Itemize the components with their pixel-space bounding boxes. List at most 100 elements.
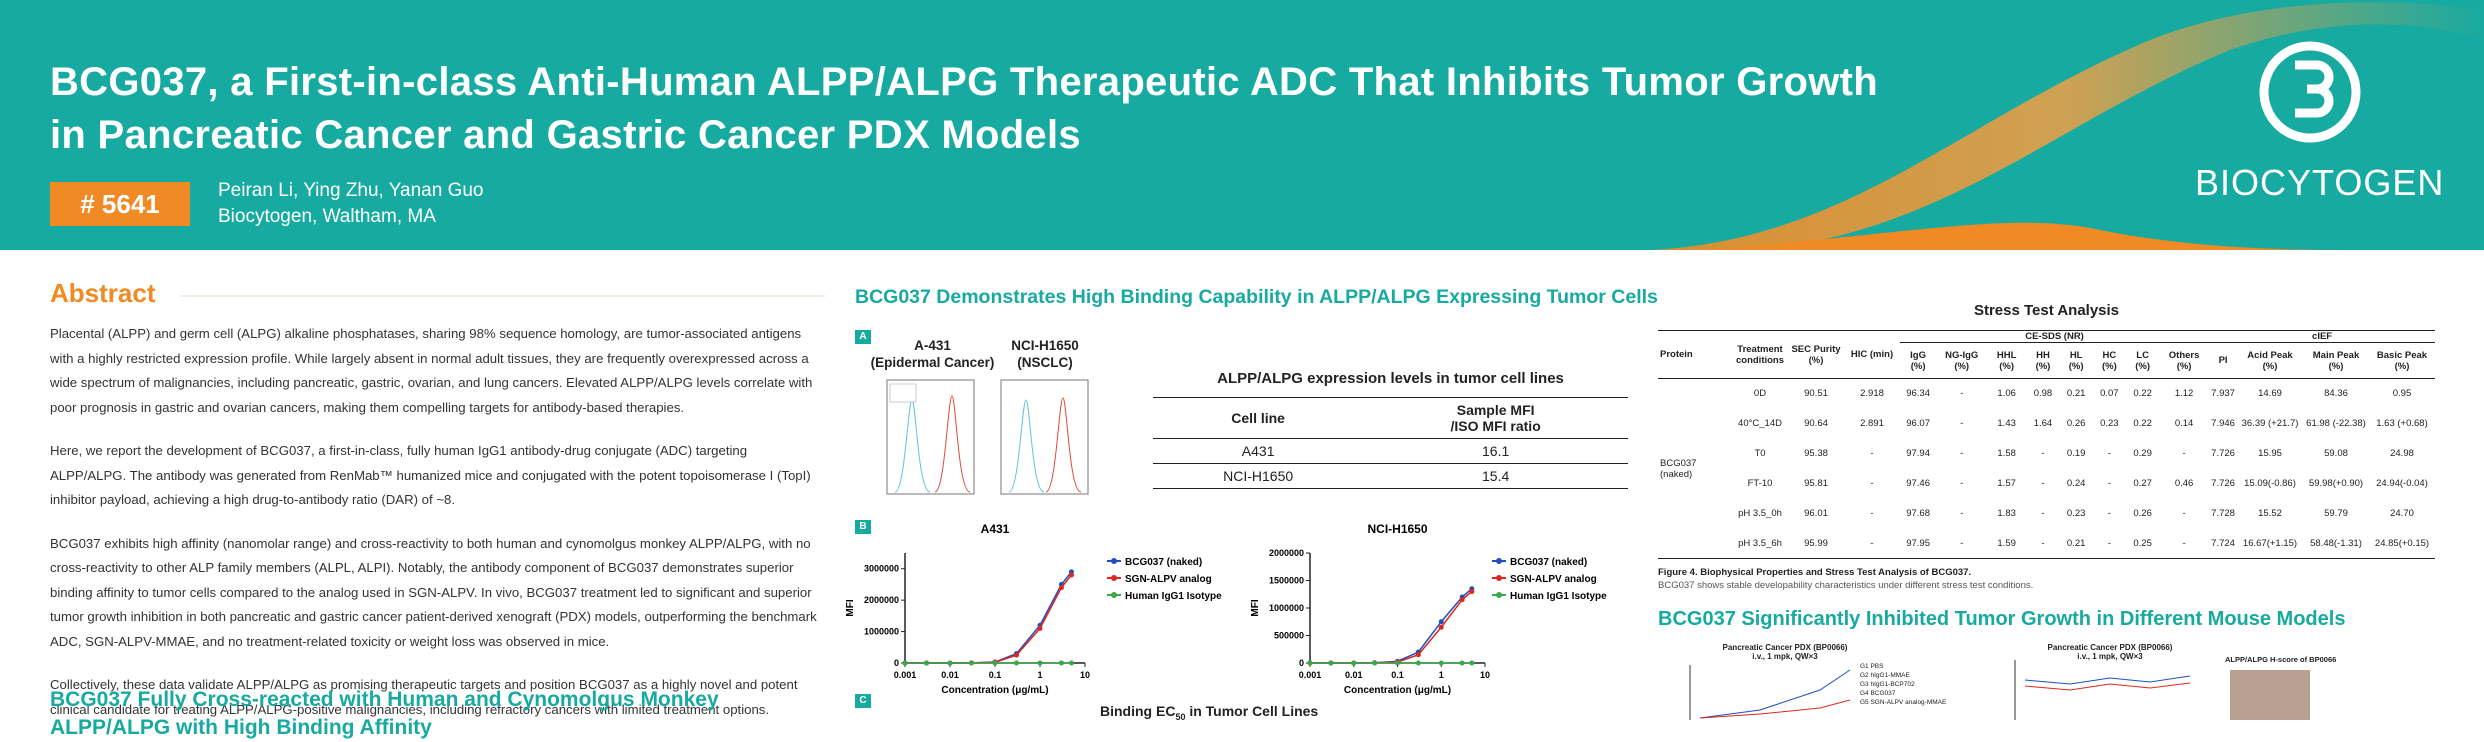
legend-label: Human IgG1 Isotype (1125, 591, 1222, 602)
header-row: Protein Treatment conditions SEC Purity (%… (1658, 330, 2435, 366)
row: 40°C_14D 90.64 2.891 96.07 - 1.43 1.64 0.26 0.23… (1658, 409, 2435, 439)
point (1058, 660, 1064, 666)
header-cell: HH (%) (2035, 349, 2051, 372)
point (1438, 619, 1444, 625)
legend-marker (1111, 592, 1117, 598)
cell: 0.95 (2392, 388, 2412, 400)
cell: 0.24 (2066, 478, 2086, 489)
cell: 0.21 (2066, 537, 2086, 549)
section-heading: BCG037 Significantly Inhibited Tumor Gro… (1658, 608, 2346, 630)
row: T0 95.38 - 97.94 - 1.58 - 0.19 - 0.29 - 7.726 15.95 5… (1658, 439, 2435, 469)
cell: 0.22 (2133, 388, 2152, 400)
table-title: Stress Test Analysis (1973, 302, 2120, 319)
hist-peak (1008, 399, 1045, 493)
point (968, 660, 974, 666)
cell: 0.26 (2066, 418, 2086, 429)
tumor-charts (1689, 660, 2310, 720)
cell: 84.36 (2324, 388, 2348, 400)
legend-entry: G4 BCG037 (1860, 690, 1896, 697)
header-cell: HHL (%) (1996, 349, 2017, 372)
legend-marker (1111, 558, 1117, 564)
legend-entry: G5 SGN-ALPV analog-MMAE (1860, 699, 1947, 706)
legend-marker (1496, 575, 1502, 581)
cell: 0.07 (2100, 388, 2119, 400)
point (1068, 660, 1074, 666)
cell: - (2182, 448, 2186, 459)
cell: pH 3.5_0h (1738, 508, 1782, 519)
chart-title: A431 (981, 522, 1010, 536)
cell: 7.726 (2211, 448, 2235, 459)
stress-table: Protein Treatment conditions SEC Purity (%… (1658, 330, 2435, 559)
t: Pancreatic Cancer PDX (BP0066) (2047, 643, 2173, 652)
section-heading: BCG037 Demonstrates High Binding Capabil… (855, 286, 1658, 308)
header-row: IgG (%) NG-IgG (%) HHL (%) HH (%) HL (%) HC (… (1658, 343, 2435, 379)
swoosh-inner (1760, 24, 2484, 250)
hist-peak (894, 399, 931, 493)
cell: 1.83 (1997, 508, 2016, 519)
legend-label: BCG037 (naked) (1125, 557, 1202, 568)
panel-label: B (855, 520, 871, 534)
x-tick-label: 0.001 (1299, 670, 1322, 680)
header-cell: Treatment conditions (1735, 343, 1785, 366)
cell: 7.937 (2211, 388, 2235, 400)
cell: 15.95 (2258, 448, 2282, 459)
hist-title-line: (NSCLC) (1017, 355, 1073, 370)
cell: 2.891 (1860, 418, 1884, 429)
cell: 15.09(-0.86) (2244, 478, 2296, 489)
header-row: Cell line Sample MFI/ISO MFI ratio (1153, 397, 1628, 439)
header-cell: PI (2218, 355, 2228, 366)
y-axis-label: MFI (1250, 599, 1261, 616)
cell: 95.99 (1804, 537, 1828, 549)
t: i.v., 1 mpk, QW×3 (2077, 652, 2143, 661)
t: i.v., 1 mpk, QW×3 (1752, 652, 1818, 661)
legend-label: BCG037 (naked) (1510, 557, 1587, 568)
paragraph: BCG037 exhibits high affinity (nanomolar… (50, 535, 817, 649)
cell: 0.26 (2133, 508, 2152, 519)
cell: - (1960, 448, 1964, 459)
x-tick-label: 0.01 (1345, 670, 1363, 680)
legend-entry: G1 PBS (1860, 663, 1884, 670)
cell: 0.19 (2066, 448, 2086, 459)
cell: BCG037 (naked) (1660, 457, 1697, 480)
graphics: A431 0 1000000 2000000 3000000 0.001 0.01 0.1 1 1… (180, 0, 2484, 720)
x-tick-label: 0.1 (989, 670, 1002, 680)
panel-label: A (855, 330, 871, 344)
curve (1310, 590, 1473, 664)
cell: 96.07 (1906, 418, 1930, 429)
t: 50 (1175, 711, 1186, 722)
logo-text: BIOCYTOGEN (2195, 162, 2445, 203)
cell: 59.98(+0.90) (2308, 478, 2364, 489)
cell: - (2107, 448, 2111, 459)
cell: pH 3.5_6h (1738, 537, 1782, 549)
cell: 1.06 (1997, 388, 2016, 400)
cell: - (1960, 537, 1964, 549)
point (1372, 660, 1378, 666)
cell: 0.14 (2174, 418, 2194, 429)
cell: 1.58 (1997, 448, 2016, 459)
hist-title-line: (Epidermal Cancer) (870, 355, 995, 370)
point (1415, 652, 1421, 658)
hist-title: NCI-H1650 (NSCLC) (985, 337, 1105, 371)
cell: - (1870, 478, 1874, 489)
x-axis-label: Concentration (μg/mL) (1344, 685, 1451, 696)
header-cell: HL (%) (2068, 349, 2084, 372)
y-tick-label: 2000000 (864, 595, 899, 605)
hist-title-line: NCI-H1650 (1011, 338, 1079, 353)
point (1328, 660, 1334, 666)
point (1438, 624, 1444, 630)
cell: 15.4 (1482, 468, 1510, 484)
cell: 24.70 (2390, 508, 2414, 519)
cell: 97.46 (1906, 478, 1930, 489)
hist-peak (1045, 397, 1082, 493)
header-cell: Basic Peak (%) (2376, 349, 2428, 372)
histograms (886, 379, 1089, 495)
chart-title: NCI-H1650 (1367, 522, 1427, 536)
cell: - (2182, 508, 2186, 519)
point (992, 660, 998, 666)
paragraph: Placental (ALPP) and germ cell (ALPG) al… (50, 326, 813, 415)
cell: 95.81 (1804, 478, 1828, 489)
cell: 0.29 (2133, 448, 2152, 459)
header-cell: IgG (%) (1910, 349, 1927, 372)
cell: 7.726 (2211, 478, 2235, 489)
cell: - (2041, 448, 2045, 459)
